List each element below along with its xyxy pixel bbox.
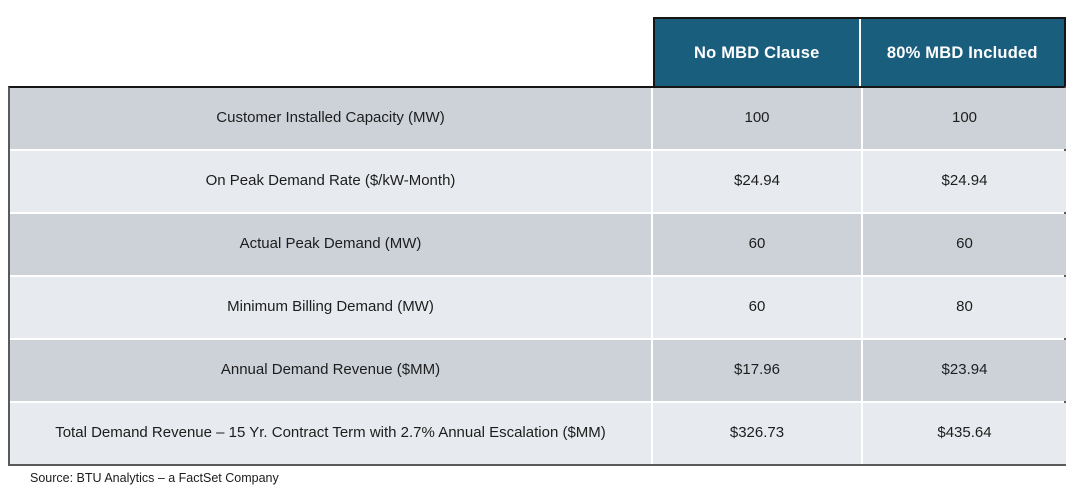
- row-label-annual-demand-revenue: Annual Demand Revenue ($MM): [10, 340, 651, 401]
- value-annual-demand-revenue-no-mbd: $17.96: [653, 340, 861, 401]
- row-label-minimum-billing-demand: Minimum Billing Demand (MW): [10, 277, 651, 338]
- value-on-peak-demand-rate-80-mbd: $24.94: [863, 151, 1066, 212]
- row-label-actual-peak-demand: Actual Peak Demand (MW): [10, 214, 651, 275]
- value-on-peak-demand-rate-no-mbd: $24.94: [653, 151, 861, 212]
- row-label-on-peak-demand-rate: On Peak Demand Rate ($/kW-Month): [10, 151, 651, 212]
- value-customer-installed-capacity-no-mbd: 100: [653, 88, 861, 149]
- table-body: Customer Installed Capacity (MW) 100 100…: [8, 86, 1066, 466]
- column-header-80-mbd-included: 80% MBD Included: [860, 19, 1064, 88]
- value-total-demand-revenue-80-mbd: $435.64: [863, 403, 1066, 464]
- value-actual-peak-demand-no-mbd: 60: [653, 214, 861, 275]
- value-minimum-billing-demand-80-mbd: 80: [863, 277, 1066, 338]
- value-total-demand-revenue-no-mbd: $326.73: [653, 403, 861, 464]
- row-label-customer-installed-capacity: Customer Installed Capacity (MW): [10, 88, 651, 149]
- source-note: Source: BTU Analytics – a FactSet Compan…: [30, 471, 279, 485]
- row-label-total-demand-revenue: Total Demand Revenue – 15 Yr. Contract T…: [10, 403, 651, 464]
- value-actual-peak-demand-80-mbd: 60: [863, 214, 1066, 275]
- table-header-row: No MBD Clause 80% MBD Included: [653, 17, 1066, 88]
- value-minimum-billing-demand-no-mbd: 60: [653, 277, 861, 338]
- column-header-no-mbd-clause: No MBD Clause: [655, 19, 859, 88]
- value-customer-installed-capacity-80-mbd: 100: [863, 88, 1066, 149]
- value-annual-demand-revenue-80-mbd: $23.94: [863, 340, 1066, 401]
